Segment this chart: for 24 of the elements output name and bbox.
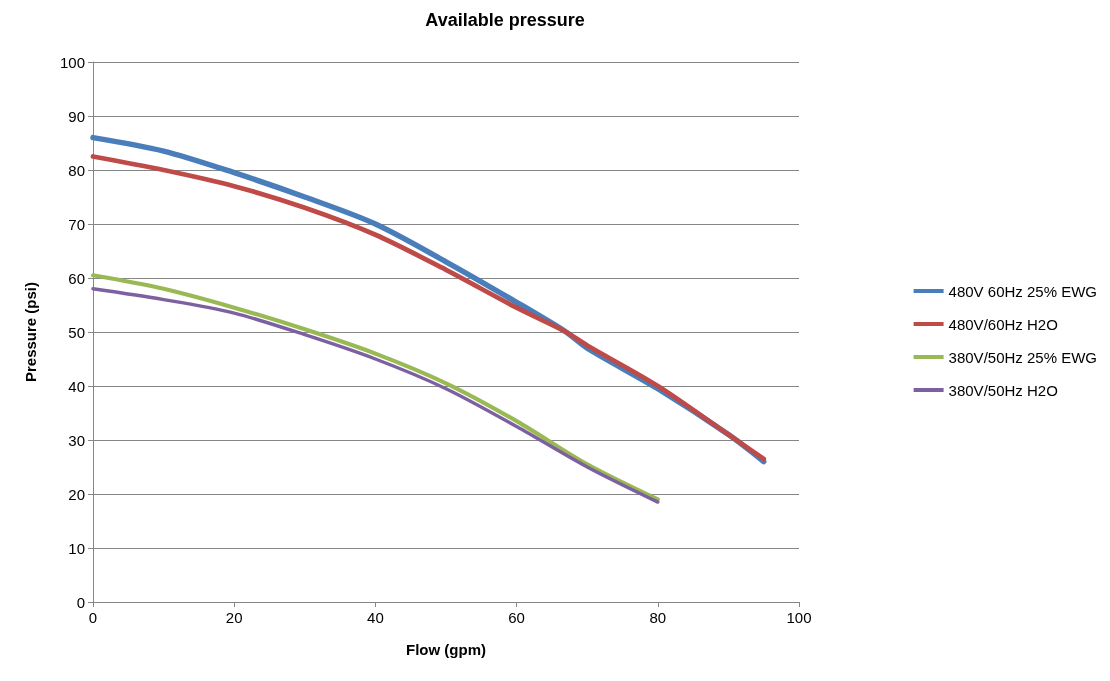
y-tick-label: 0 (76, 593, 85, 611)
chart-title: Available pressure (425, 10, 585, 30)
legend-label: 380V/50Hz H2O (948, 381, 1058, 399)
x-tick-label: 20 (225, 609, 243, 626)
y-tick-label: 70 (68, 215, 85, 233)
legend-label: 480V 60Hz 25% EWG (948, 282, 1097, 300)
legend-label: 380V/50Hz 25% EWG (948, 348, 1097, 366)
y-tick-label: 100 (59, 53, 85, 71)
y-tick-label: 60 (68, 269, 85, 287)
y-tick-label: 30 (68, 431, 85, 449)
x-axis-title: Flow (gpm) (406, 641, 486, 658)
y-tick-label: 40 (68, 377, 85, 395)
legend-label: 480V/60Hz H2O (948, 315, 1058, 333)
y-tick-label: 20 (68, 485, 85, 503)
y-tick-label: 80 (68, 161, 85, 179)
y-axis-title: Pressure (psi) (22, 281, 39, 383)
y-tick-label: 90 (68, 107, 85, 125)
x-tick-label: 40 (367, 609, 384, 626)
y-tick-label: 10 (68, 539, 85, 557)
y-tick-label: 50 (68, 323, 85, 341)
x-tick-label: 60 (508, 609, 525, 626)
x-tick-label: 80 (649, 609, 667, 626)
x-tick-label: 100 (786, 609, 812, 626)
x-tick-label: 0 (88, 609, 98, 626)
